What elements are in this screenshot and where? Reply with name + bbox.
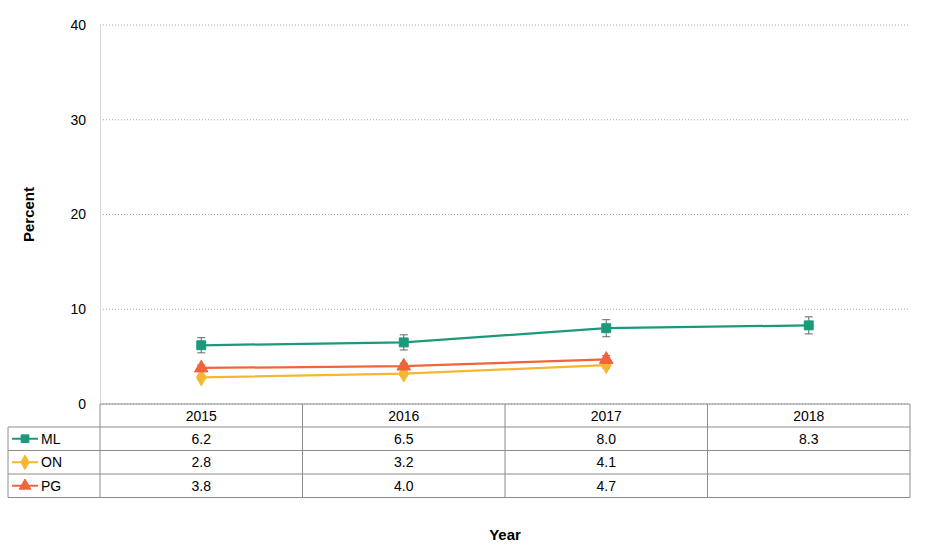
axis-title: Year [489, 526, 521, 543]
legend-entry: ML [12, 431, 61, 447]
axis-line [100, 26, 101, 405]
error-cap [805, 333, 813, 334]
table-value: 8.3 [799, 431, 819, 447]
marker [602, 324, 611, 333]
tick-label: 2017 [591, 408, 622, 424]
legend-entry: ON [12, 454, 62, 470]
table-value: 4.7 [597, 478, 617, 494]
legend-label: ML [41, 431, 61, 447]
table-border [707, 404, 708, 498]
tick: 40 [70, 17, 100, 33]
tick-label: 0 [78, 396, 86, 412]
marker [197, 341, 206, 350]
table-border [100, 404, 101, 498]
error-bar [805, 317, 813, 334]
tick-label: 30 [70, 112, 86, 128]
table-border [8, 450, 910, 451]
table-value: 2.8 [192, 454, 212, 470]
tick-label: 2018 [793, 408, 824, 424]
marker [194, 360, 208, 372]
tick: 20 [70, 206, 100, 222]
error-cap [197, 352, 205, 353]
y-axis: 0 10 20 30 40 [70, 17, 100, 412]
marker [804, 321, 813, 330]
legend-label: ON [41, 454, 62, 470]
table-border [8, 427, 9, 498]
series [194, 352, 613, 372]
table-border [505, 404, 506, 498]
tick: 30 [70, 112, 100, 128]
table-border [8, 427, 910, 428]
grid-line [100, 214, 910, 215]
marker [599, 352, 613, 364]
grid-line [100, 25, 910, 26]
table-border [302, 404, 303, 498]
marker [399, 338, 408, 347]
tick-label: 40 [70, 17, 86, 33]
tick: 10 [70, 301, 100, 317]
plot-area [194, 317, 813, 386]
legend-marker [21, 435, 29, 443]
grid-line [100, 309, 910, 310]
tick-label: 2015 [186, 408, 217, 424]
error-cap [805, 316, 813, 317]
tick-label: 10 [70, 301, 86, 317]
table-border [910, 404, 911, 498]
error-cap [602, 336, 610, 337]
table-value: 3.2 [394, 454, 414, 470]
grid-line [100, 119, 910, 120]
series [197, 317, 813, 353]
tick-label: 2016 [388, 408, 419, 424]
error-bar [602, 320, 610, 337]
table-value: 4.1 [597, 454, 617, 470]
table-value: 6.2 [192, 431, 212, 447]
marker [397, 358, 411, 370]
data-table: 2015 2016 2017 2018 ML 6.2 6.5 8.0 8.3 ON 2.8 3.2 4.… [8, 404, 910, 498]
table-border [8, 474, 910, 475]
legend-entry: PG [12, 478, 61, 494]
chart: 0 10 20 30 40 Percent 2015 2016 2017 2018 ML 6.2 6.5… [0, 0, 930, 558]
table-value: 3.8 [192, 478, 212, 494]
axis-title: Percent [20, 187, 37, 242]
tick: 0 [78, 396, 100, 412]
tick-label: 20 [70, 206, 86, 222]
error-bar [400, 335, 408, 350]
legend-marker [21, 455, 29, 469]
line [201, 325, 809, 345]
error-cap [602, 319, 610, 320]
table-value: 8.0 [597, 431, 617, 447]
grid [100, 25, 910, 404]
table-border [8, 497, 910, 498]
table-value: 4.0 [394, 478, 414, 494]
table-value: 6.5 [394, 431, 414, 447]
legend-marker [19, 479, 31, 489]
legend-label: PG [41, 478, 61, 494]
error-cap [400, 334, 408, 335]
error-cap [400, 349, 408, 350]
error-cap [197, 337, 205, 338]
series [196, 357, 611, 386]
error-bar [197, 338, 205, 353]
